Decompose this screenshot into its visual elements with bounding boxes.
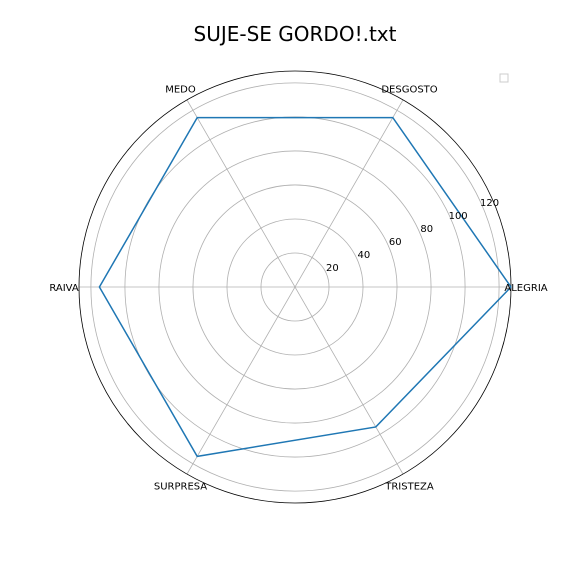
legend-box: [499, 73, 509, 83]
category-labels: ALEGRIA DESGOSTO MEDO RAIVA SURPRESA TRISTEZA: [49, 85, 547, 493]
series-layer: [98, 116, 512, 458]
category-label-alegria: ALEGRIA: [504, 283, 547, 294]
chart-title: SUJE-SE GORDO!.txt: [194, 22, 397, 46]
r-tick-100: 100: [449, 211, 468, 222]
r-tick-40: 40: [357, 250, 370, 261]
spoke-2: [186, 99, 404, 475]
r-tick-20: 20: [326, 263, 339, 274]
r-tick-120: 120: [480, 198, 499, 209]
r-tick-60: 60: [389, 237, 402, 248]
grid: [78, 70, 512, 504]
category-label-raiva: RAIVA: [49, 283, 79, 294]
category-label-tristeza: TRISTEZA: [384, 481, 434, 492]
radial-tick-labels: 20 40 60 80 100 120: [326, 198, 499, 274]
category-label-medo: MEDO: [165, 85, 196, 96]
category-label-surpresa: SURPRESA: [154, 481, 207, 492]
category-label-desgosto: DESGOSTO: [381, 85, 437, 96]
r-tick-80: 80: [420, 224, 433, 235]
series-line-0: [98, 116, 512, 458]
